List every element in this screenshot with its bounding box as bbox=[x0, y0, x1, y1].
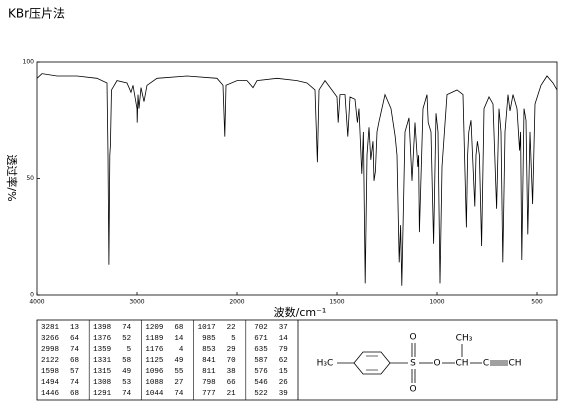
atom: H₃C bbox=[317, 359, 334, 369]
peak-wavenumber: 798 bbox=[202, 379, 216, 387]
peak-wavenumber: 1331 bbox=[93, 357, 112, 365]
peak-transmittance: 70 bbox=[227, 357, 237, 365]
peak-transmittance: 53 bbox=[122, 379, 132, 387]
peak-wavenumber: 2998 bbox=[41, 346, 59, 354]
x-tick-label: 4000 bbox=[29, 299, 44, 306]
benzene-ring bbox=[353, 351, 391, 375]
peak-transmittance: 58 bbox=[122, 357, 131, 365]
peak-wavenumber: 1308 bbox=[93, 379, 111, 387]
peak-transmittance: 26 bbox=[279, 379, 289, 387]
peak-transmittance: 5 bbox=[127, 346, 132, 354]
atom: S bbox=[410, 359, 416, 369]
peak-wavenumber: 546 bbox=[254, 379, 268, 387]
peak-transmittance: 38 bbox=[227, 368, 236, 376]
peak-transmittance: 74 bbox=[70, 379, 80, 387]
peak-wavenumber: 1096 bbox=[145, 368, 164, 376]
peak-transmittance: 27 bbox=[174, 379, 183, 387]
peak-wavenumber: 1598 bbox=[41, 368, 59, 376]
peak-transmittance: 49 bbox=[174, 357, 183, 365]
peak-wavenumber: 811 bbox=[202, 368, 216, 376]
peak-transmittance: 74 bbox=[70, 346, 80, 354]
peak-transmittance: 29 bbox=[227, 346, 236, 354]
peak-transmittance: 5 bbox=[231, 335, 236, 343]
peak-wavenumber: 1176 bbox=[145, 346, 164, 354]
peak-transmittance: 57 bbox=[70, 368, 79, 376]
peak-wavenumber: 1359 bbox=[93, 346, 111, 354]
atom: CH bbox=[455, 359, 468, 369]
peak-wavenumber: 1398 bbox=[93, 324, 111, 332]
x-tick-label: 2000 bbox=[229, 299, 244, 306]
peak-wavenumber: 702 bbox=[254, 324, 268, 332]
peak-transmittance: 14 bbox=[279, 335, 289, 343]
atom: O bbox=[409, 333, 416, 343]
spectrum-line bbox=[36, 73, 558, 286]
peak-wavenumber: 853 bbox=[202, 346, 216, 354]
peak-wavenumber: 671 bbox=[254, 335, 268, 343]
y-tick-label: 100 bbox=[23, 59, 35, 66]
x-axis-label: 波数/cm⁻¹ bbox=[274, 306, 327, 319]
peak-transmittance: 55 bbox=[174, 368, 184, 376]
peak-wavenumber: 3281 bbox=[41, 324, 60, 332]
plot-frame bbox=[36, 61, 558, 296]
peak-transmittance: 79 bbox=[279, 346, 288, 354]
peak-transmittance: 49 bbox=[122, 368, 131, 376]
x-tick-label: 1000 bbox=[429, 299, 444, 306]
peak-wavenumber: 1017 bbox=[198, 324, 216, 332]
peak-wavenumber: 1446 bbox=[41, 390, 60, 398]
peak-transmittance: 14 bbox=[174, 335, 184, 343]
y-axis-label: 透过率/% bbox=[5, 154, 19, 201]
peak-wavenumber: 576 bbox=[254, 368, 268, 376]
peak-transmittance: 74 bbox=[174, 390, 184, 398]
y-tick-label: 50 bbox=[26, 175, 34, 182]
lower-frame bbox=[36, 319, 558, 401]
peak-transmittance: 52 bbox=[122, 335, 131, 343]
peak-transmittance: 74 bbox=[122, 390, 132, 398]
peak-wavenumber: 1315 bbox=[93, 368, 112, 376]
peak-wavenumber: 985 bbox=[202, 335, 216, 343]
peak-wavenumber: 2122 bbox=[41, 357, 59, 365]
peak-transmittance: 74 bbox=[122, 324, 132, 332]
peak-wavenumber: 522 bbox=[254, 390, 268, 398]
peak-transmittance: 39 bbox=[279, 390, 288, 398]
structure: H₃C S O O O CH CH₃ C CH bbox=[317, 333, 522, 395]
peak-wavenumber: 3266 bbox=[41, 335, 60, 343]
y-tick-label: 0 bbox=[30, 292, 34, 299]
peak-transmittance: 13 bbox=[70, 324, 80, 332]
peak-transmittance: 15 bbox=[279, 368, 289, 376]
peak-wavenumber: 1209 bbox=[145, 324, 163, 332]
peak-wavenumber: 1376 bbox=[93, 335, 112, 343]
peak-wavenumber: 1189 bbox=[145, 335, 163, 343]
peak-wavenumber: 1291 bbox=[93, 390, 112, 398]
peak-transmittance: 37 bbox=[279, 324, 288, 332]
atom: O bbox=[433, 359, 440, 369]
peak-wavenumber: 841 bbox=[202, 357, 216, 365]
peak-transmittance: 21 bbox=[227, 390, 237, 398]
page-title: KBr压片法 bbox=[8, 7, 65, 21]
x-tick-label: 500 bbox=[531, 299, 543, 306]
peak-wavenumber: 777 bbox=[202, 390, 216, 398]
peak-transmittance: 64 bbox=[70, 335, 80, 343]
peak-wavenumber: 587 bbox=[254, 357, 268, 365]
peak-transmittance: 68 bbox=[174, 324, 183, 332]
x-tick-label: 1500 bbox=[329, 299, 344, 306]
atom: C bbox=[483, 359, 489, 369]
peak-transmittance: 62 bbox=[279, 357, 288, 365]
peak-wavenumber: 1494 bbox=[41, 379, 60, 387]
atom: O bbox=[409, 385, 416, 395]
peak-wavenumber: 1125 bbox=[145, 357, 164, 365]
atom: CH₃ bbox=[456, 334, 473, 344]
x-tick-label: 3000 bbox=[129, 299, 144, 306]
peak-transmittance: 4 bbox=[179, 346, 184, 354]
peak-wavenumber: 635 bbox=[254, 346, 268, 354]
peak-transmittance: 66 bbox=[227, 379, 237, 387]
atom: CH bbox=[508, 359, 521, 369]
peak-wavenumber: 1044 bbox=[145, 390, 164, 398]
peak-transmittance: 22 bbox=[227, 324, 236, 332]
peak-wavenumber: 1088 bbox=[145, 379, 163, 387]
peak-transmittance: 68 bbox=[70, 390, 79, 398]
peak-transmittance: 68 bbox=[70, 357, 79, 365]
